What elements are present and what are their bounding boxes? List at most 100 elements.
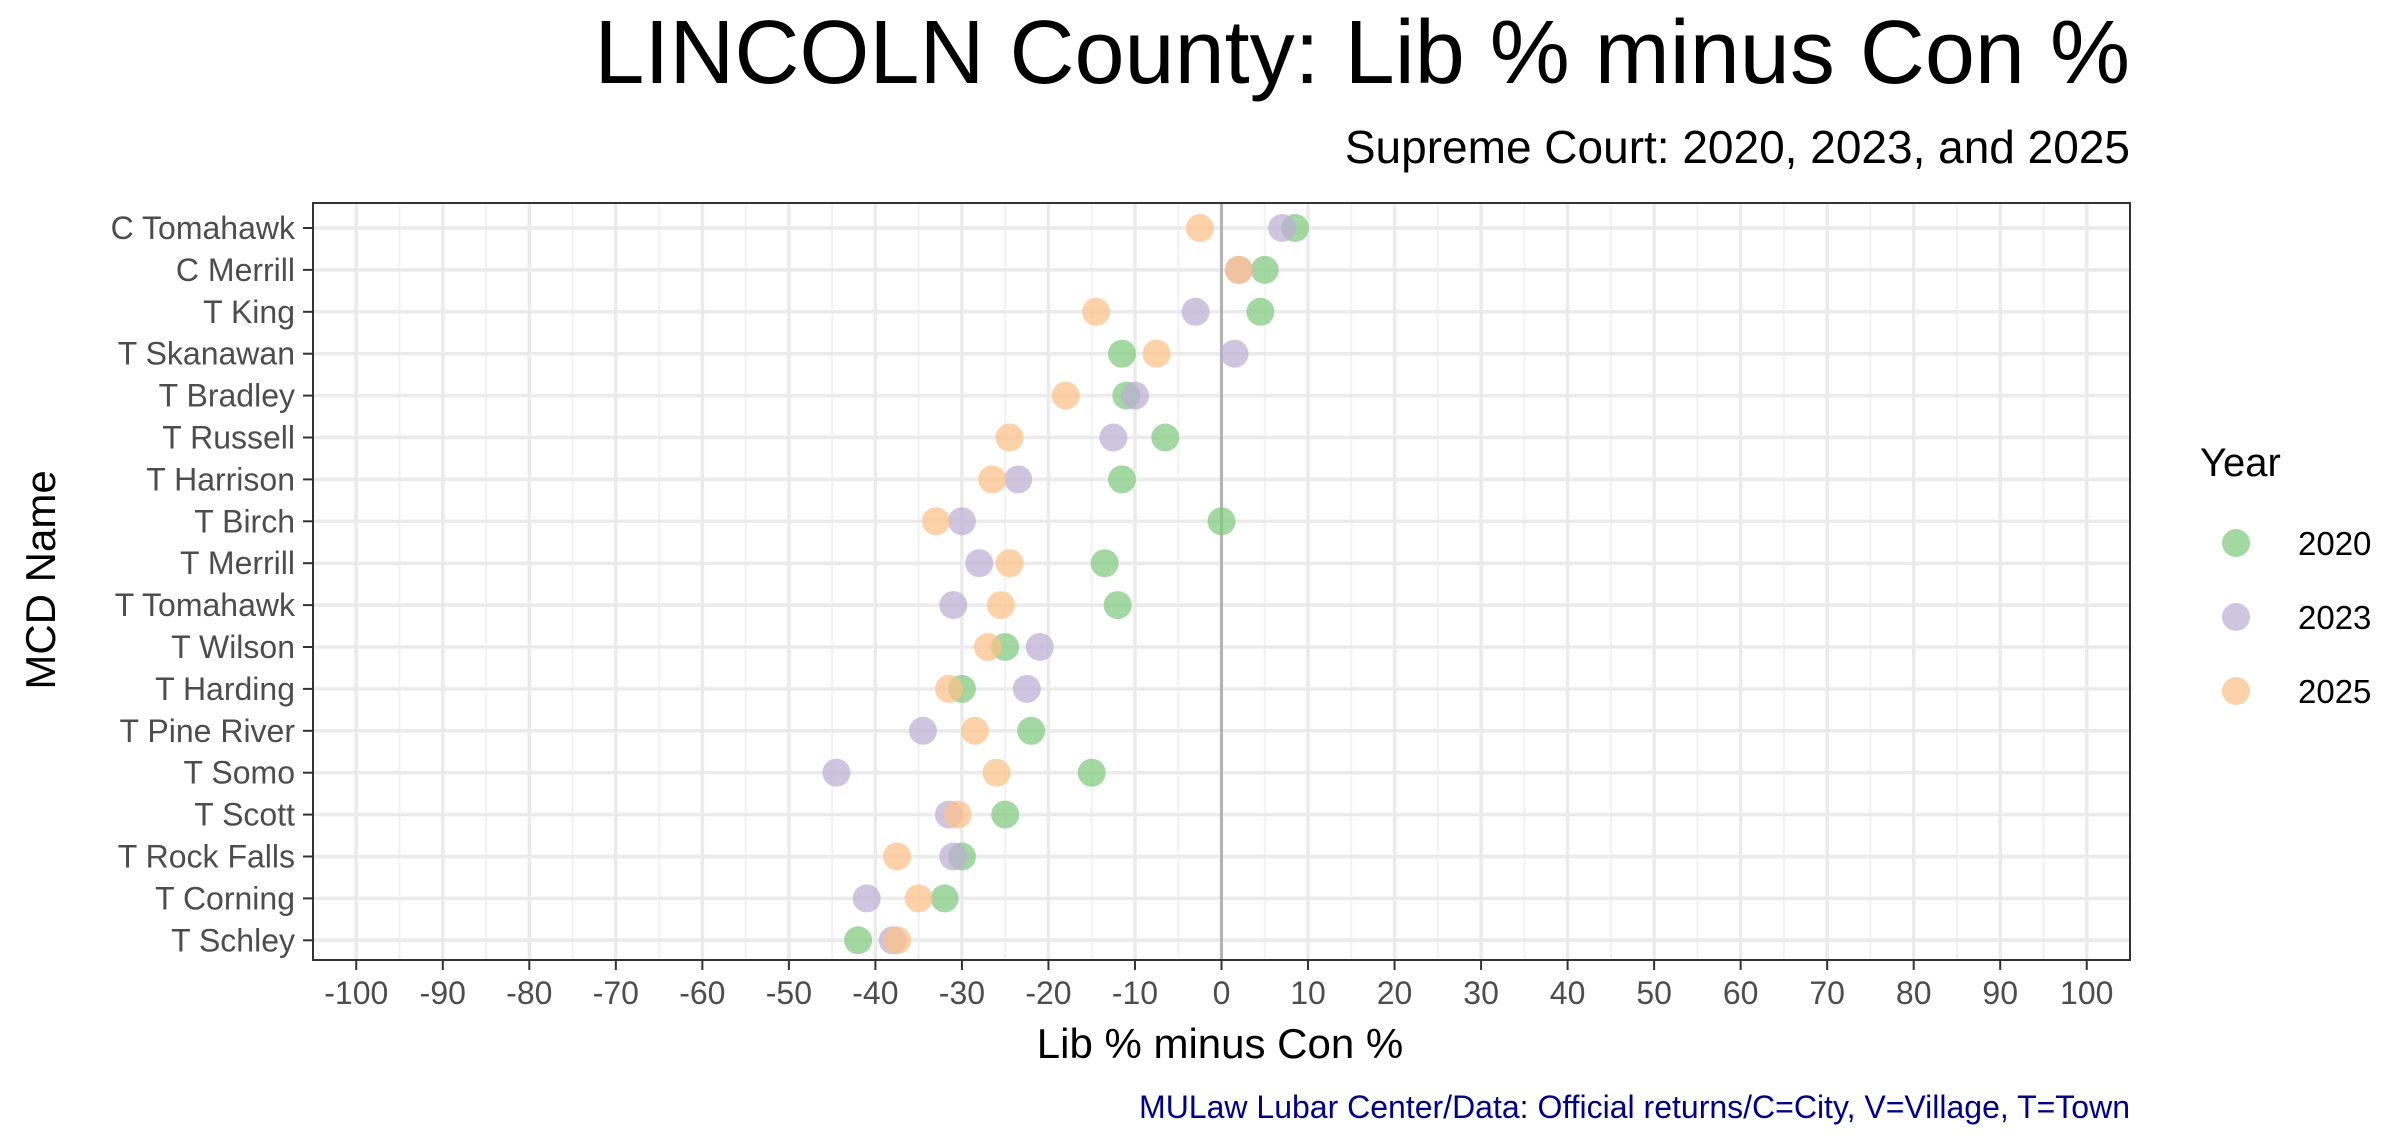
data-point-2020-t-birch <box>1207 507 1236 536</box>
chart-subtitle: Supreme Court: 2020, 2023, and 2025 <box>1345 121 2130 173</box>
y-tick-label: T Merrill <box>180 545 295 581</box>
x-tick-label: 30 <box>1463 975 1499 1011</box>
plot-area: -100 -90 -80 -70 -60 -50 -40 -30 -20 -10 0 10 20 30 40… <box>111 202 2131 1011</box>
data-point-2023-t-rock-falls <box>939 842 968 871</box>
data-point-2025-t-harding <box>934 674 963 703</box>
data-point-2025-c-tomahawk <box>1185 214 1214 242</box>
data-point-2020-t-scott <box>991 800 1020 829</box>
data-point-2023-t-harding <box>1012 674 1041 703</box>
y-tick-label: T King <box>203 294 295 330</box>
data-point-2023-t-corning <box>852 884 881 913</box>
x-tick-label: -60 <box>679 975 725 1011</box>
x-tick-label: -20 <box>1025 975 1071 1011</box>
data-point-2020-t-somo <box>1077 758 1106 787</box>
x-tick-label: 90 <box>1982 975 2018 1011</box>
chart-title: LINCOLN County: Lib % minus Con % <box>594 3 2130 103</box>
legend-key-2020 <box>2222 529 2250 557</box>
y-tick-label: T Corning <box>155 880 295 916</box>
data-point-2023-c-tomahawk <box>1268 214 1297 242</box>
data-point-2020-t-schley <box>844 926 873 955</box>
data-point-2025-t-schley <box>883 926 912 955</box>
y-tick-label: T Scott <box>194 797 295 833</box>
data-point-2025-t-merrill <box>995 549 1024 578</box>
x-tick-label: -90 <box>420 975 466 1011</box>
data-point-2020-t-corning <box>930 884 959 913</box>
y-tick-label: T Pine River <box>120 713 296 749</box>
data-point-2025-t-pine-river <box>960 716 989 745</box>
data-point-2023-t-birch <box>947 507 976 536</box>
chart-caption: MULaw Lubar Center/Data: Official return… <box>1139 1089 2130 1125</box>
data-point-2025-t-bradley <box>1051 381 1080 410</box>
data-point-2025-t-rock-falls <box>883 842 912 871</box>
x-tick-label: 40 <box>1550 975 1586 1011</box>
y-tick-label: T Russell <box>162 420 295 456</box>
data-point-2025-t-king <box>1082 297 1111 326</box>
data-point-2025-t-wilson <box>973 633 1002 661</box>
x-tick-label: 0 <box>1213 975 1231 1011</box>
x-tick-label: 10 <box>1290 975 1326 1011</box>
y-tick-label: T Wilson <box>171 629 295 665</box>
data-point-2023-t-merrill <box>965 549 994 578</box>
y-tick-label: T Rock Falls <box>118 839 295 875</box>
data-point-2020-t-skanawan <box>1107 339 1136 368</box>
y-tick-label: T Bradley <box>159 378 295 414</box>
y-tick-label: T Harrison <box>146 461 295 497</box>
data-point-2020-t-tomahawk <box>1103 591 1132 620</box>
data-point-2023-t-wilson <box>1025 633 1054 661</box>
y-tick-label: C Merrill <box>176 252 295 288</box>
y-tick-label: T Somo <box>184 755 295 791</box>
data-point-2020-t-merrill <box>1090 549 1119 578</box>
data-point-2020-c-merrill <box>1250 255 1279 284</box>
y-tick-label: C Tomahawk <box>111 210 296 246</box>
y-tick-label: T Schley <box>171 922 295 958</box>
y-tick-label: T Birch <box>194 503 295 539</box>
x-tick-label: 70 <box>1809 975 1845 1011</box>
data-point-2023-t-somo <box>822 758 851 787</box>
data-point-2025-t-tomahawk <box>986 591 1015 620</box>
x-tick-label: -70 <box>593 975 639 1011</box>
data-point-2020-t-harrison <box>1107 465 1136 494</box>
legend-title: Year <box>2200 441 2281 485</box>
x-tick-label: -100 <box>324 975 388 1011</box>
x-tick-label: -50 <box>766 975 812 1011</box>
data-point-2025-t-scott <box>943 800 972 829</box>
data-point-2025-c-merrill <box>1224 255 1253 284</box>
data-point-2023-t-king <box>1181 297 1210 326</box>
x-tick-label: 20 <box>1377 975 1413 1011</box>
legend: Year 2020 2023 2025 <box>2200 441 2371 710</box>
data-point-2023-t-skanawan <box>1220 339 1249 368</box>
legend-label-2023: 2023 <box>2298 599 2371 636</box>
y-tick-label: T Tomahawk <box>115 587 296 623</box>
data-point-2020-t-pine-river <box>1017 716 1046 745</box>
data-point-2020-t-king <box>1246 297 1275 326</box>
data-point-2025-t-somo <box>982 758 1011 787</box>
x-tick-label: -10 <box>1112 975 1158 1011</box>
data-point-2023-t-harrison <box>1004 465 1033 494</box>
x-tick-label: 50 <box>1636 975 1672 1011</box>
y-tick-label: T Harding <box>155 671 295 707</box>
data-point-2025-t-skanawan <box>1142 339 1171 368</box>
data-point-2023-t-bradley <box>1120 381 1149 410</box>
data-point-2023-t-russell <box>1099 423 1128 452</box>
data-point-2025-t-harrison <box>978 465 1007 494</box>
legend-label-2025: 2025 <box>2298 673 2371 710</box>
data-point-2025-t-corning <box>904 884 933 913</box>
y-tick-label: T Skanawan <box>118 336 295 372</box>
x-tick-label: 100 <box>2060 975 2113 1011</box>
x-tick-label: -40 <box>852 975 898 1011</box>
legend-key-2023 <box>2222 603 2250 631</box>
data-point-2020-t-russell <box>1151 423 1180 452</box>
data-point-2023-t-tomahawk <box>939 591 968 620</box>
y-axis-label: MCD Name <box>17 470 64 689</box>
legend-key-2025 <box>2222 677 2250 705</box>
x-tick-label: -30 <box>939 975 985 1011</box>
data-point-2023-t-pine-river <box>908 716 937 745</box>
legend-label-2020: 2020 <box>2298 525 2371 562</box>
data-point-2025-t-russell <box>995 423 1024 452</box>
x-tick-label: -80 <box>506 975 552 1011</box>
data-point-2025-t-birch <box>921 507 950 536</box>
x-tick-label: 80 <box>1896 975 1932 1011</box>
x-axis-label: Lib % minus Con % <box>1037 1020 1404 1067</box>
x-tick-label: 60 <box>1723 975 1759 1011</box>
